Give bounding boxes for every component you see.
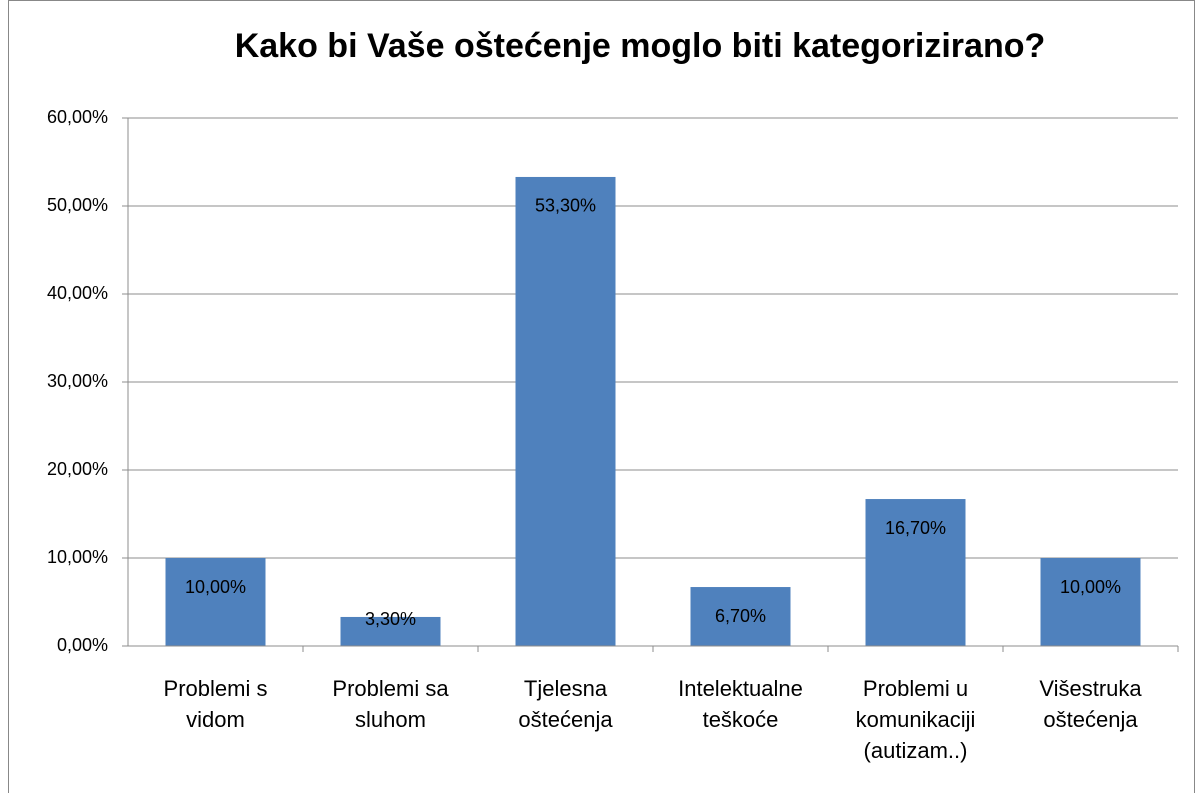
bar — [515, 176, 616, 646]
bar — [865, 499, 966, 646]
y-tick-label: 20,00% — [47, 459, 108, 479]
y-tick-label: 10,00% — [47, 547, 108, 567]
y-tick-label: 30,00% — [47, 371, 108, 391]
x-tick-label: Intelektualne teškoće — [678, 676, 803, 732]
bar — [1040, 558, 1141, 646]
x-tick-label: Višestruka oštećenja — [1039, 676, 1142, 732]
x-tick-label: Problemi u komunikaciji (autizam..) — [855, 676, 976, 763]
chart-title: Kako bi Vaše oštećenje moglo biti katego… — [235, 27, 1046, 65]
bar — [690, 587, 791, 646]
x-tick-label: Problemi sa sluhom — [332, 676, 449, 732]
data-label: 3,30% — [365, 609, 416, 629]
data-label: 10,00% — [1060, 577, 1121, 597]
x-tick-label: Tjelesna oštećenja — [518, 676, 613, 732]
data-label: 53,30% — [535, 196, 596, 216]
data-label: 16,70% — [885, 518, 946, 538]
data-label: 10,00% — [185, 577, 246, 597]
y-tick-label: 50,00% — [47, 195, 108, 215]
x-tick-label: Problemi s vidom — [163, 676, 268, 732]
y-tick-label: 0,00% — [57, 635, 108, 655]
bar — [340, 616, 441, 646]
y-tick-label: 40,00% — [47, 283, 108, 303]
bar — [165, 558, 266, 646]
y-tick-label: 60,00% — [47, 107, 108, 127]
data-label: 6,70% — [715, 606, 766, 626]
